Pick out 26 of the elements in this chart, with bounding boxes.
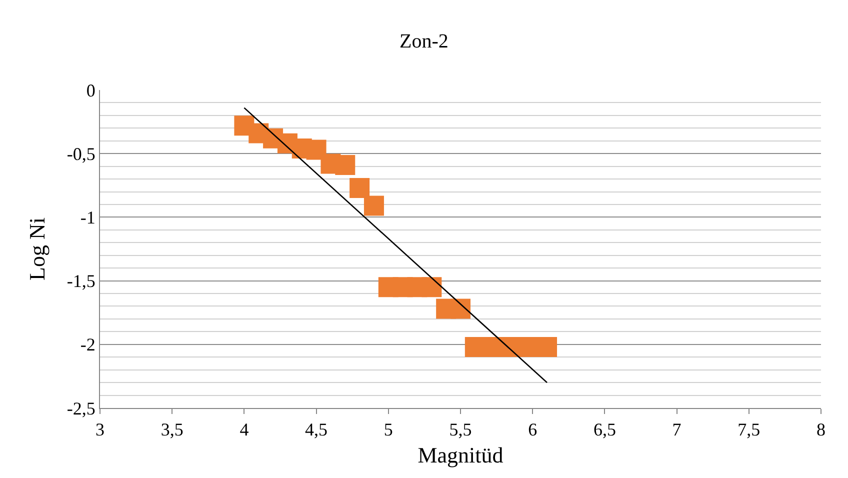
y-tick-label: 0 [86, 80, 96, 100]
point [335, 155, 356, 176]
y-axis-title: Log Ni [24, 218, 50, 280]
point [364, 196, 384, 216]
x-tick-label: 5,5 [449, 420, 472, 440]
x-axis-title: Magnitüd [418, 442, 504, 468]
chart-title: Zon-2 [400, 30, 448, 52]
point [450, 298, 470, 319]
x-tick-label: 5 [384, 420, 393, 440]
y-tick-label: -1,5 [66, 271, 96, 292]
point [350, 178, 370, 198]
x-tick-label: 7,5 [738, 420, 760, 440]
point [306, 140, 326, 160]
x-tick-label: 3,5 [160, 420, 184, 440]
x-tick-label: 7 [672, 420, 682, 440]
y-tick-label: -2 [80, 334, 96, 355]
x-tick-label: 6 [528, 420, 538, 440]
x-tick-label: 6,5 [593, 420, 616, 440]
x-tick-label: 8 [816, 420, 826, 440]
y-tick-label: -0,5 [66, 144, 96, 164]
x-tick-label: 3 [96, 420, 104, 440]
x-tick-label: 4,5 [305, 420, 328, 440]
point [422, 277, 442, 298]
y-tick-label: -1 [80, 208, 96, 228]
x-tick-label: 4 [240, 420, 249, 440]
y-tick-label: -2,5 [66, 398, 96, 418]
